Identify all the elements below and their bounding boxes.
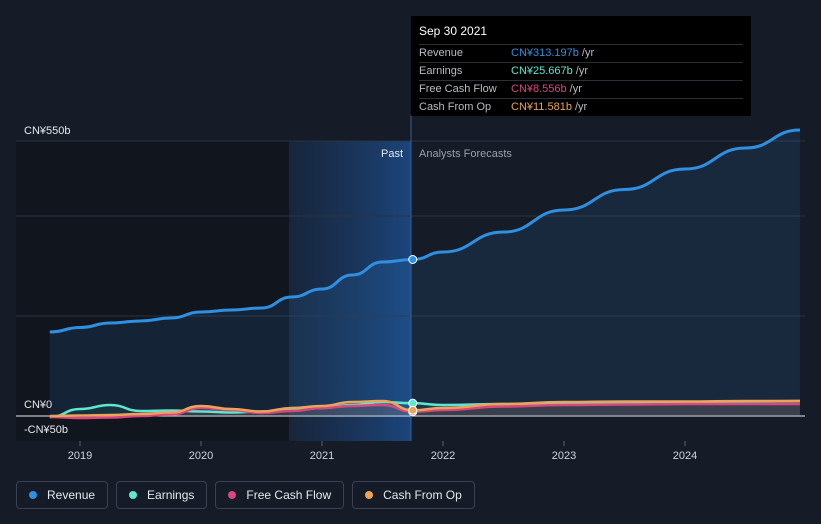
area-revenue bbox=[49, 130, 800, 416]
legend-dot-icon bbox=[365, 491, 374, 499]
tooltip-row-label: Cash From Op bbox=[419, 101, 492, 113]
marker-cash-from-op bbox=[408, 405, 418, 415]
tooltip-row-value: CN¥25.667b bbox=[511, 65, 573, 77]
legend-label: Revenue bbox=[47, 488, 96, 502]
x-axis-ticks: 2019 2020 2021 2022 2023 2024 bbox=[68, 441, 697, 462]
legend-label: Earnings bbox=[147, 488, 195, 502]
tooltip-row-unit: /yr bbox=[574, 101, 588, 113]
legend-label: Cash From Op bbox=[383, 488, 462, 502]
legend-label: Free Cash Flow bbox=[246, 488, 332, 502]
legend-item-revenue[interactable]: Revenue bbox=[16, 481, 109, 509]
past-shade-dark bbox=[16, 141, 289, 441]
legend: Revenue Earnings Free Cash Flow Cash From O… bbox=[16, 481, 475, 509]
legend-dot-icon bbox=[129, 491, 138, 499]
legend-item-earnings[interactable]: Earnings bbox=[116, 481, 208, 509]
legend-item-cash-from-op[interactable]: Cash From Op bbox=[352, 481, 475, 509]
line-free-cash-flow bbox=[49, 402, 800, 420]
tooltip-row: Cash From Op CN¥11.581b/yr bbox=[419, 98, 743, 116]
tooltip-row-unit: /yr bbox=[575, 65, 589, 77]
y-label-top: CN¥550b bbox=[24, 125, 70, 137]
past-label: Past bbox=[381, 148, 403, 160]
marker-revenue bbox=[408, 255, 418, 264]
line-cash-from-op bbox=[49, 399, 800, 418]
highlight-markers bbox=[408, 255, 418, 417]
forecast-label: Analysts Forecasts bbox=[419, 148, 512, 160]
tooltip-row-label: Revenue bbox=[419, 47, 464, 59]
x-tick-label-2019: 2019 bbox=[68, 450, 92, 462]
series-lines bbox=[49, 128, 800, 420]
tooltip-date: Sep 30 2021 bbox=[419, 24, 488, 38]
x-tick-label-2024: 2024 bbox=[673, 450, 697, 462]
area-free-cash-flow bbox=[49, 404, 800, 418]
x-tick-label-2022: 2022 bbox=[431, 450, 455, 462]
tooltip: Sep 30 2021 Revenue CN¥313.197b/yr Earning… bbox=[411, 16, 751, 116]
legend-item-free-cash-flow[interactable]: Free Cash Flow bbox=[215, 481, 345, 509]
tooltip-row-unit: /yr bbox=[581, 47, 595, 59]
legend-dot-icon bbox=[29, 491, 37, 499]
tooltip-row-label: Earnings bbox=[419, 65, 463, 77]
y-label-zero: CN¥0 bbox=[24, 399, 52, 411]
legend-dot-icon bbox=[228, 491, 237, 499]
y-label-bottom: -CN¥50b bbox=[24, 424, 68, 436]
tooltip-row-value: CN¥11.581b bbox=[511, 101, 572, 113]
tooltip-row: Earnings CN¥25.667b/yr bbox=[419, 62, 743, 80]
x-tick-label-2021: 2021 bbox=[310, 450, 334, 462]
tooltip-row-value: CN¥8.556b bbox=[511, 83, 567, 95]
tooltip-row-unit: /yr bbox=[569, 83, 582, 95]
tooltip-row: Revenue CN¥313.197b/yr bbox=[419, 44, 743, 62]
x-tick-label-2023: 2023 bbox=[552, 450, 576, 462]
x-tick-label-2020: 2020 bbox=[189, 450, 213, 462]
tooltip-row: Free Cash Flow CN¥8.556b/yr bbox=[419, 80, 743, 98]
line-revenue bbox=[49, 128, 800, 334]
tooltip-row-value: CN¥313.197b bbox=[511, 47, 579, 59]
tooltip-row-label: Free Cash Flow bbox=[419, 83, 497, 95]
